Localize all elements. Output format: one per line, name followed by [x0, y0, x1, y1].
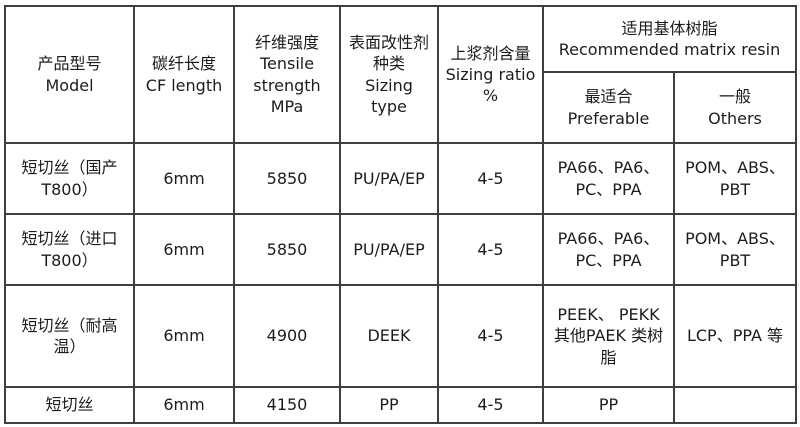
table-row: 短切丝（国产T800） 6mm 5850 PU/PA/EP 4-5 PA66、P… [4, 142, 797, 215]
cell-preferable: PA66、PA6、PC、PPA [542, 142, 675, 215]
header-preferable: 最适合 Preferable [542, 71, 675, 144]
cell-tensile: 4900 [233, 284, 341, 388]
header-model-zh: 产品型号 [37, 54, 102, 74]
cell-cf-length: 6mm [133, 386, 235, 424]
header-preferable-zh: 最适合 [584, 87, 633, 107]
cell-sizing-ratio: 4-5 [437, 142, 544, 215]
table-row: 短切丝（耐高温） 6mm 4900 DEEK 4-5 PEEK、 PEKK 其他… [4, 284, 797, 388]
header-matrix-resin-zh: 适用基体树脂 [621, 18, 718, 38]
cell-sizing-type: PU/PA/EP [339, 213, 439, 286]
cell-tensile: 4150 [233, 386, 341, 424]
product-spec-table: 产品型号 Model 碳纤长度 CF length 纤维强度 Tensile s… [4, 5, 797, 424]
header-tensile-en: Tensile strength MPa [253, 54, 321, 116]
header-sizing-type: 表面改性剂种类 Sizing type [339, 5, 439, 144]
cell-model: 短切丝（国产T800） [4, 142, 135, 215]
cell-sizing-ratio: 4-5 [437, 284, 544, 388]
header-matrix-resin: 适用基体树脂 Recommended matrix resin [542, 5, 797, 73]
table-row: 短切丝（进口T800） 6mm 5850 PU/PA/EP 4-5 PA66、P… [4, 213, 797, 286]
product-spec-table-container: 产品型号 Model 碳纤长度 CF length 纤维强度 Tensile s… [4, 5, 797, 424]
cell-preferable: PA66、PA6、PC、PPA [542, 213, 675, 286]
header-cf-length-zh: 碳纤长度 [151, 54, 216, 74]
header-model-en: Model [45, 75, 94, 95]
cell-tensile: 5850 [233, 213, 341, 286]
cell-preferable: PP [542, 386, 675, 424]
header-row-bottom: 最适合 Preferable 一般 Others [5, 71, 797, 144]
cell-sizing-ratio: 4-5 [437, 213, 544, 286]
cell-others: POM、ABS、PBT [673, 142, 797, 215]
header-sizing-type-zh: 表面改性剂种类 [348, 33, 429, 74]
header-others-en: Others [708, 108, 762, 128]
table-row: 短切丝 6mm 4150 PP 4-5 PP [4, 386, 797, 424]
cell-others [673, 386, 797, 424]
cell-cf-length: 6mm [133, 142, 235, 215]
header-others-zh: 一般 [718, 87, 751, 107]
cell-cf-length: 6mm [133, 284, 235, 388]
header-sizing-ratio-zh: 上浆剂含量 [450, 43, 531, 63]
cell-sizing-type: DEEK [339, 284, 439, 388]
cell-model: 短切丝（耐高温） [4, 284, 135, 388]
cell-sizing-type: PU/PA/EP [339, 142, 439, 215]
header-sizing-type-en: Sizing type [365, 75, 413, 116]
header-preferable-en: Preferable [567, 108, 650, 128]
header-sizing-ratio-en: Sizing ratio % [445, 64, 536, 106]
cell-sizing-type: PP [339, 386, 439, 424]
cell-others: LCP、PPA 等 [673, 284, 797, 388]
cell-model: 短切丝（进口T800） [4, 213, 135, 286]
header-row-top: 产品型号 Model 碳纤长度 CF length 纤维强度 Tensile s… [4, 5, 797, 144]
header-model: 产品型号 Model [4, 5, 135, 144]
header-matrix-resin-en: Recommended matrix resin [558, 40, 781, 59]
cell-sizing-ratio: 4-5 [437, 386, 544, 424]
cell-tensile: 5850 [233, 142, 341, 215]
header-cf-length: 碳纤长度 CF length [133, 5, 235, 144]
header-tensile-zh: 纤维强度 [254, 33, 319, 53]
cell-model: 短切丝 [4, 386, 135, 424]
header-cf-length-en: CF length [145, 75, 223, 95]
header-sizing-ratio: 上浆剂含量 Sizing ratio % [437, 5, 544, 144]
header-tensile: 纤维强度 Tensile strength MPa [233, 5, 341, 144]
cell-others: POM、ABS、PBT [673, 213, 797, 286]
cell-cf-length: 6mm [133, 213, 235, 286]
cell-preferable: PEEK、 PEKK 其他PAEK 类树脂 [542, 284, 675, 388]
header-others: 一般 Others [673, 71, 797, 144]
